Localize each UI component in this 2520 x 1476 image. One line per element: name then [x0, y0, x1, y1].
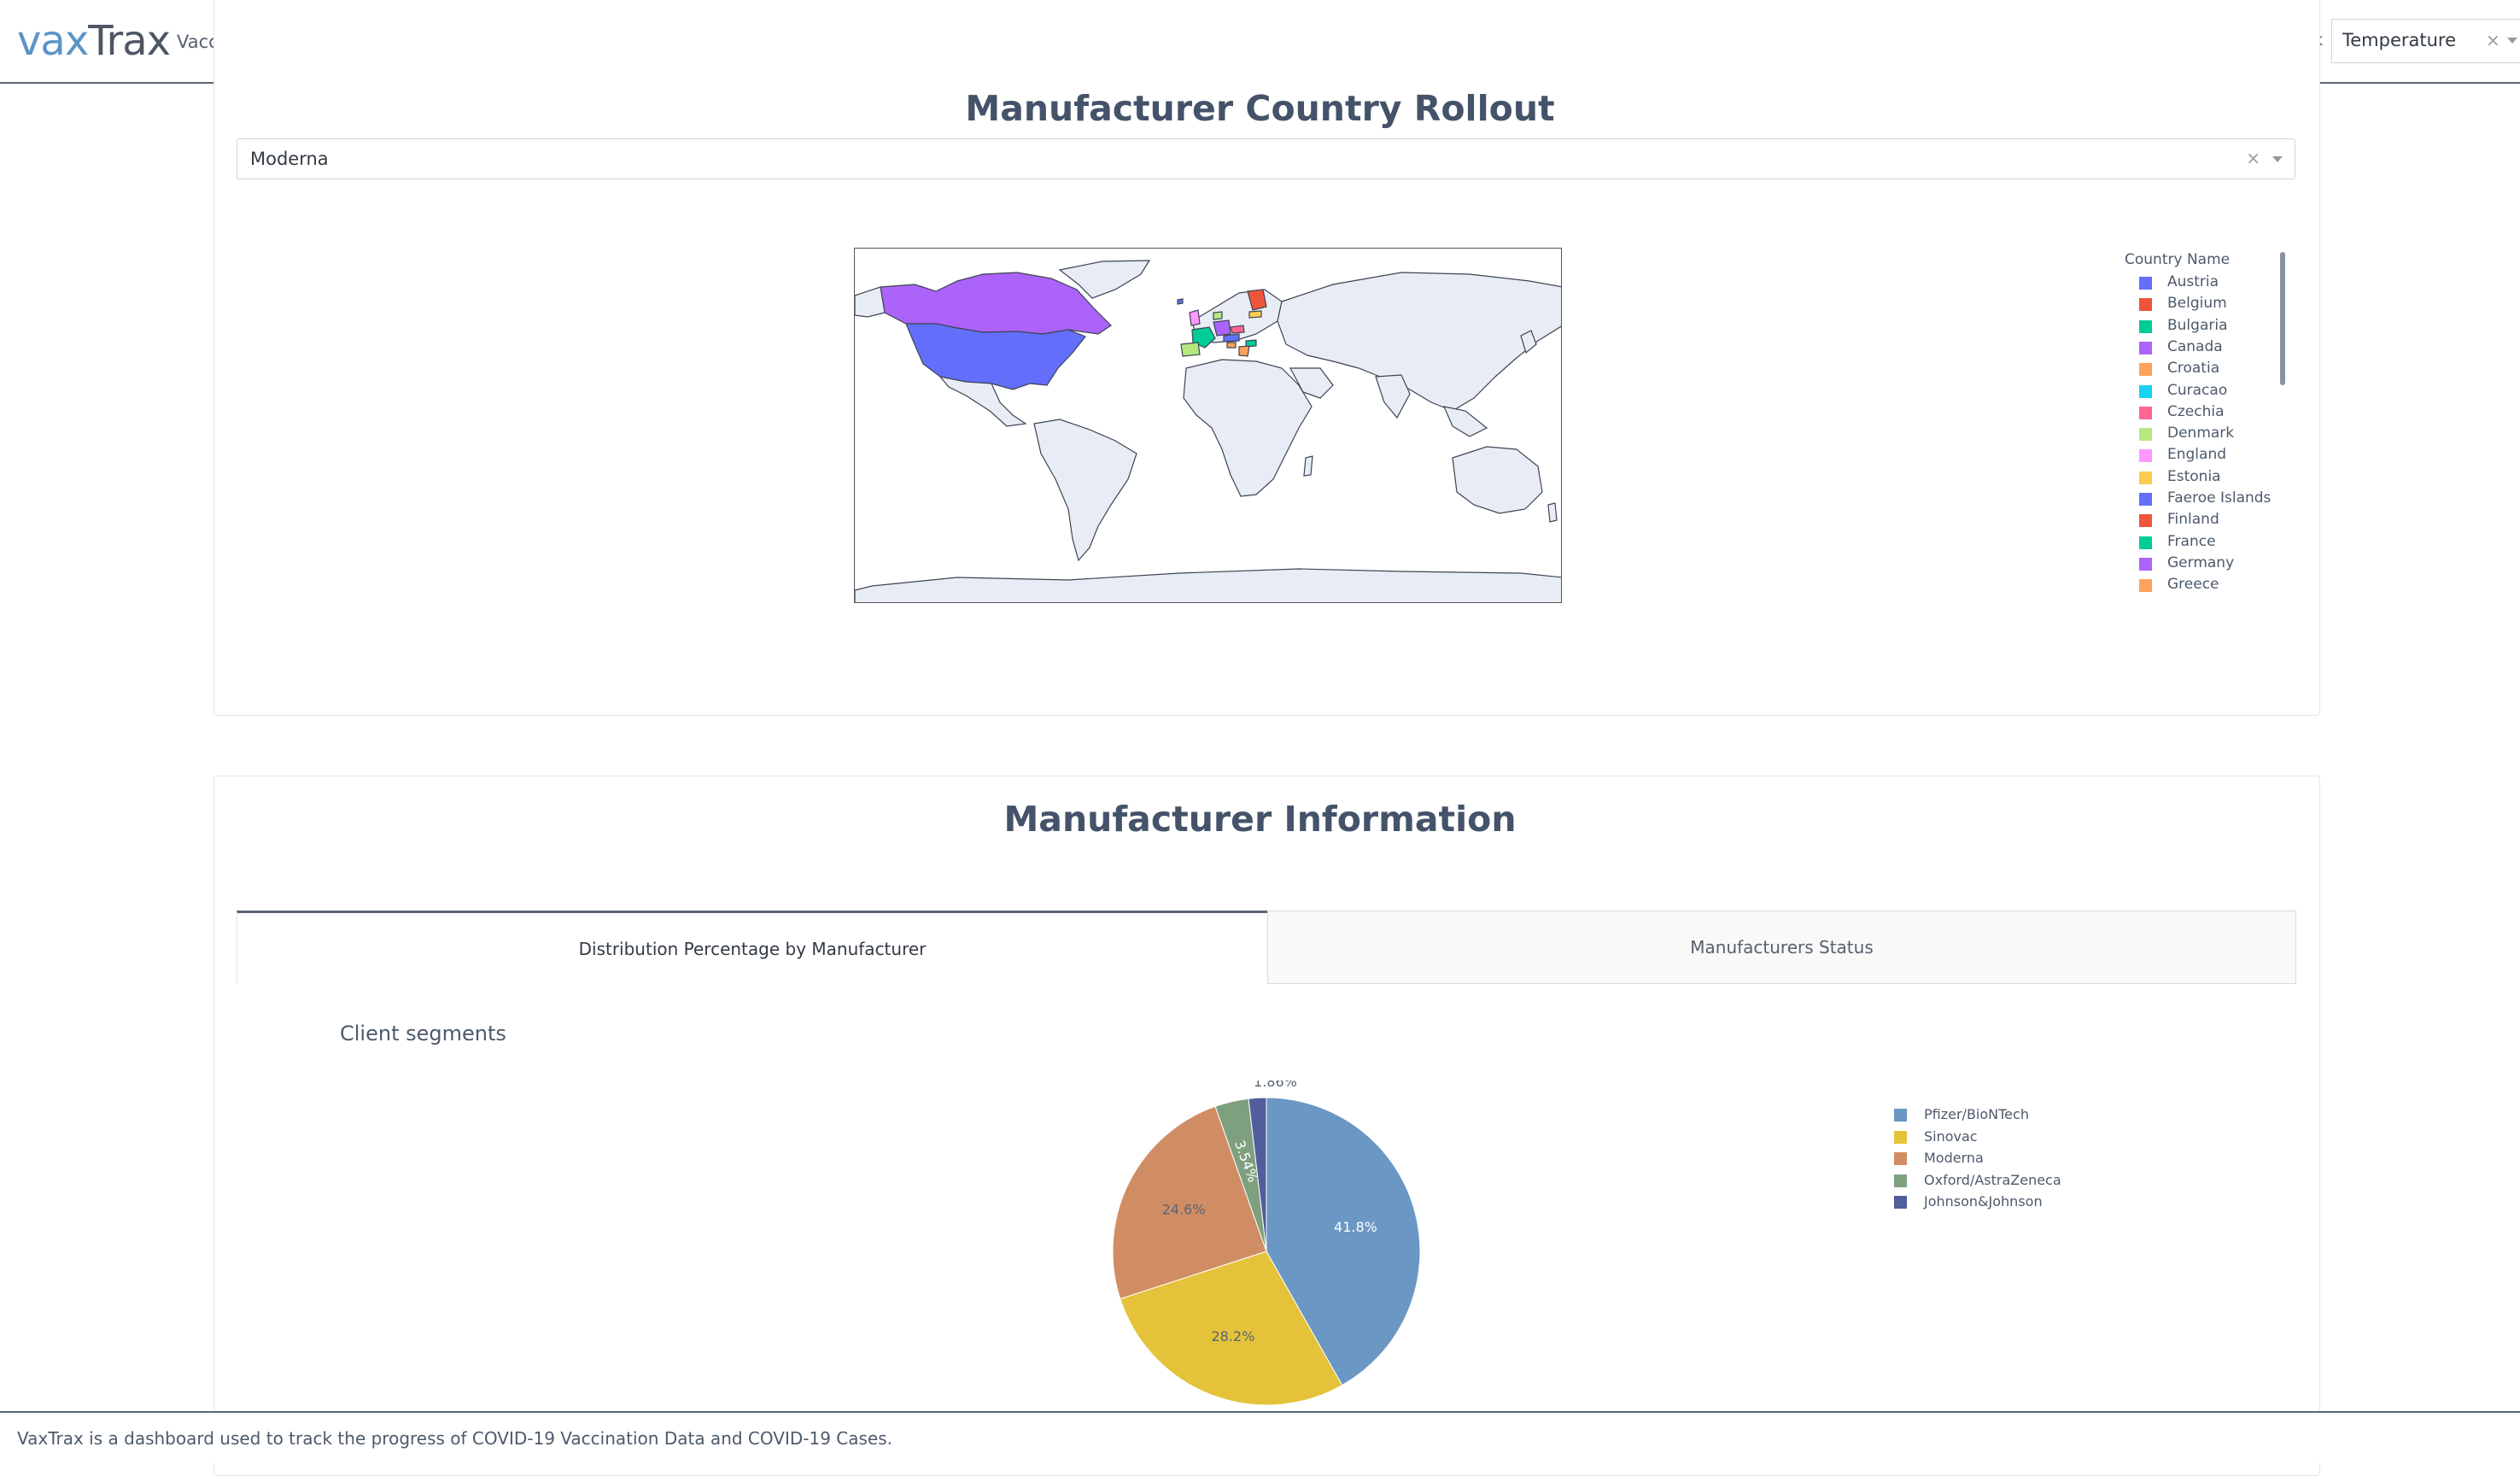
legend-swatch — [2139, 514, 2152, 528]
legend-swatch — [1894, 1174, 1907, 1187]
region-mexico — [938, 376, 1027, 427]
country-croatia — [1226, 342, 1237, 348]
legend-swatch — [2139, 341, 2152, 354]
legend-swatch — [1894, 1130, 1907, 1144]
country-germany — [1213, 319, 1231, 337]
pie-data-label: 28.2% — [1211, 1328, 1254, 1344]
country-finland — [1247, 289, 1267, 311]
region-india — [1375, 374, 1411, 419]
legend-scrollbar[interactable] — [2280, 252, 2285, 385]
manufacturer-select-value: Moderna — [250, 149, 329, 169]
map-legend-title: Country Name — [2125, 251, 2231, 268]
region-madagascar — [1303, 455, 1313, 477]
country-denmark — [1213, 311, 1223, 320]
region-new-zealand — [1547, 502, 1558, 523]
legend-label: Croatia — [2167, 360, 2220, 378]
legend-swatch — [2139, 471, 2152, 484]
country-usa — [905, 323, 1086, 390]
legend-swatch — [2139, 449, 2152, 463]
pie-chart[interactable]: 41.8%28.2%24.6%3.54%1.86% — [1102, 1081, 1443, 1422]
legend-swatch — [2139, 579, 2152, 593]
tab-distribution-label: Distribution Percentage by Manufacturer — [578, 939, 927, 959]
legend-swatch — [2139, 557, 2152, 571]
region-alaska — [855, 286, 886, 318]
chevron-down-icon[interactable] — [2272, 156, 2283, 162]
brand-logo[interactable]: vaxTrax — [17, 17, 171, 65]
region-antarctica — [855, 568, 1561, 602]
pie-data-label: 41.8% — [1334, 1219, 1377, 1235]
theme-select[interactable]: Temperature × — [2331, 19, 2520, 63]
legend-swatch — [2139, 493, 2152, 506]
theme-select-value: Temperature — [2342, 30, 2457, 50]
country-england — [1189, 309, 1201, 326]
legend-swatch — [2139, 406, 2152, 419]
country-bulgaria — [1245, 339, 1257, 348]
legend-swatch — [2139, 384, 2152, 398]
legend-label: Denmark — [2167, 425, 2235, 442]
region-australia — [1452, 446, 1543, 514]
legend-label: Canada — [2167, 337, 2223, 355]
clear-icon[interactable]: × — [2486, 30, 2500, 50]
legend-label: Greece — [2167, 576, 2219, 594]
legend-label: Johnson&Johnson — [1924, 1193, 2043, 1210]
legend-swatch — [1894, 1196, 1907, 1209]
pie-slice[interactable] — [1266, 1097, 1421, 1386]
tab-distribution[interactable]: Distribution Percentage by Manufacturer — [237, 911, 1267, 984]
legend-swatch — [2139, 298, 2152, 312]
legend-label: Faeroe Islands — [2167, 489, 2272, 507]
legend-swatch — [1894, 1109, 1907, 1122]
world-map-svg — [855, 260, 1561, 602]
legend-swatch — [2139, 428, 2152, 442]
legend-label: Finland — [2167, 511, 2219, 529]
legend-label: Sinovac — [1924, 1128, 1978, 1145]
pie-slice[interactable] — [1112, 1105, 1267, 1300]
region-asia — [1277, 272, 1561, 412]
legend-label: France — [2167, 532, 2216, 550]
country-greece — [1238, 345, 1250, 357]
legend-swatch — [2139, 319, 2152, 333]
legend-label: England — [2167, 446, 2227, 464]
legend-label: Moderna — [1924, 1150, 1984, 1166]
country-spain — [1180, 342, 1201, 357]
rollout-title: Manufacturer Country Rollout — [965, 88, 1555, 129]
pie-data-label: 24.6% — [1162, 1202, 1206, 1218]
clear-icon[interactable]: × — [2246, 148, 2260, 168]
legend-swatch — [1894, 1152, 1907, 1165]
region-arabia — [1289, 367, 1334, 399]
legend-label: Bulgaria — [2167, 316, 2228, 334]
region-south-america — [1033, 419, 1137, 562]
legend-swatch — [2139, 277, 2152, 290]
region-southeast-asia — [1442, 406, 1488, 437]
legend-label: Oxford/AstraZeneca — [1924, 1171, 2061, 1188]
manufacturer-select[interactable]: Moderna × — [237, 138, 2295, 179]
country-czechia — [1230, 325, 1245, 334]
country-austria — [1223, 333, 1240, 343]
chevron-down-icon[interactable] — [2507, 38, 2517, 44]
pie-slice[interactable] — [1248, 1097, 1267, 1252]
legend-label: Curacao — [2167, 381, 2228, 399]
pie-slice[interactable] — [1120, 1250, 1343, 1406]
tab-manufacturers-status[interactable]: Manufacturers Status — [1267, 911, 2296, 984]
pie-chart-title: Client segments — [340, 1022, 506, 1046]
footer-text: VaxTrax is a dashboard used to track the… — [17, 1428, 892, 1449]
world-map[interactable] — [854, 248, 1562, 603]
info-title: Manufacturer Information — [1003, 799, 1517, 840]
country-faeroe-islands — [1177, 298, 1184, 305]
footer: VaxTrax is a dashboard used to track the… — [0, 1411, 2520, 1463]
region-greenland — [1058, 260, 1151, 299]
region-africa — [1183, 359, 1313, 497]
legend-label: Pfizer/BioNTech — [1924, 1106, 2029, 1122]
pie-data-label: 1.86% — [1254, 1081, 1297, 1090]
legend-label: Czechia — [2167, 402, 2225, 420]
country-estonia — [1248, 310, 1262, 319]
legend-swatch — [2139, 536, 2152, 549]
region-japan — [1520, 330, 1537, 354]
tab-manufacturers-status-label: Manufacturers Status — [1690, 937, 1874, 958]
legend-label: Estonia — [2167, 467, 2221, 485]
legend-swatch — [2139, 363, 2152, 377]
legend-label: Austria — [2167, 273, 2219, 290]
legend-label: Germany — [2167, 554, 2235, 571]
legend-label: Belgium — [2167, 295, 2227, 313]
